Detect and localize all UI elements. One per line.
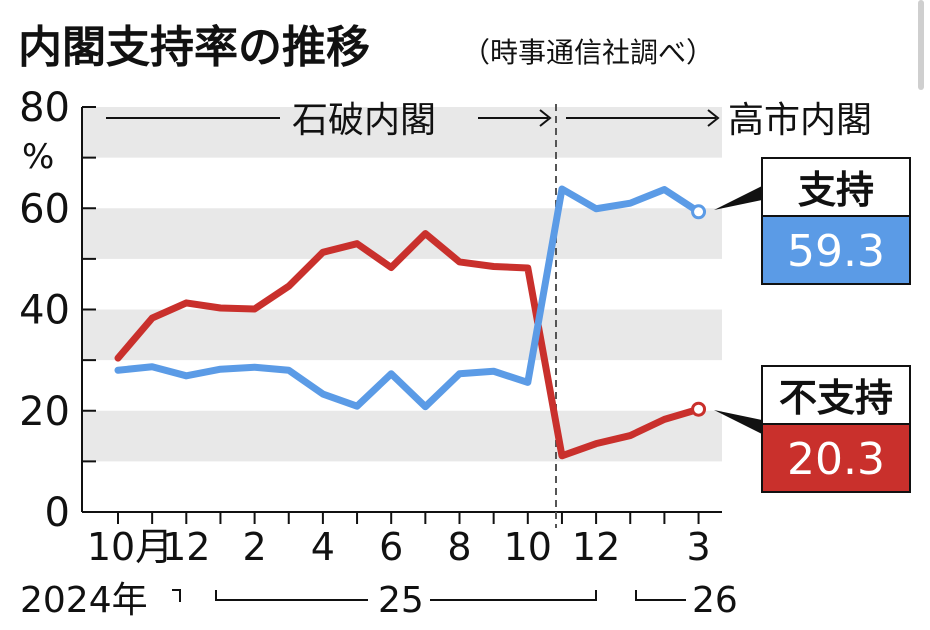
y-tick-label: 60 [19,186,70,232]
x-tick-label: 3 [686,525,710,569]
x-tick-label: 12 [162,525,210,569]
era-label-takaichi: 高市内閣 [728,100,872,141]
y-unit-label: % [22,137,54,177]
era-label-ishiba: 石破内閣 [292,100,436,141]
chart-title: 内閣支持率の推移 [18,22,370,73]
x-tick-label: 10月 [87,525,173,569]
x-tick-label: 6 [379,525,403,569]
y-tick-label: 0 [45,490,70,536]
callout-nonsupport-value-box [761,423,911,493]
series-end-marker [691,204,707,220]
year-label-2024: 2024年 [20,580,148,621]
grid-band [82,309,722,361]
grid-bands [82,107,722,462]
year-label-2025: 25 [378,580,424,621]
grid-band [82,107,722,158]
year-bracket-2024 [172,589,181,602]
series-end-marker [691,401,707,417]
x-tick-label: 4 [311,525,335,569]
grid-band [82,208,722,259]
era-arrowhead-ishiba [539,109,552,127]
era-arrowhead-takaichi [707,109,720,127]
y-tick-label: 20 [19,389,70,435]
year-label-2026: 26 [692,580,738,621]
x-tick-label: 2 [243,525,267,569]
series-lines [114,185,707,460]
chart-source: （時事通信社調べ） [462,36,714,69]
year-bracket-2025-left [215,590,368,601]
year-bracket-2026 [635,590,686,601]
scrollbar[interactable] [918,0,924,90]
x-tick-label: 10 [504,525,552,569]
y-tick-label: 40 [19,288,70,334]
year-bracket-2025-right [430,590,597,601]
callout-support-value: 59.3 [787,226,885,277]
callout-nonsupport-value: 20.3 [787,434,885,485]
x-tick-label: 8 [447,525,471,569]
y-tick-label: 80 [19,85,70,131]
callout-nonsupport-label-box [761,365,911,425]
callout-pointer-support [714,186,762,210]
callout-support-label-box [761,157,911,217]
y-ticks: 0 20 40 60 80 [19,85,96,536]
callout-support-value-box [761,215,911,285]
series-line [114,185,703,411]
callout-pointer-nonsupport [714,410,762,434]
callout-nonsupport-label: 不支持 [779,376,893,420]
series-line [114,230,703,460]
x-tick-label: 12 [572,525,620,569]
callout-support-label: 支持 [798,168,874,212]
